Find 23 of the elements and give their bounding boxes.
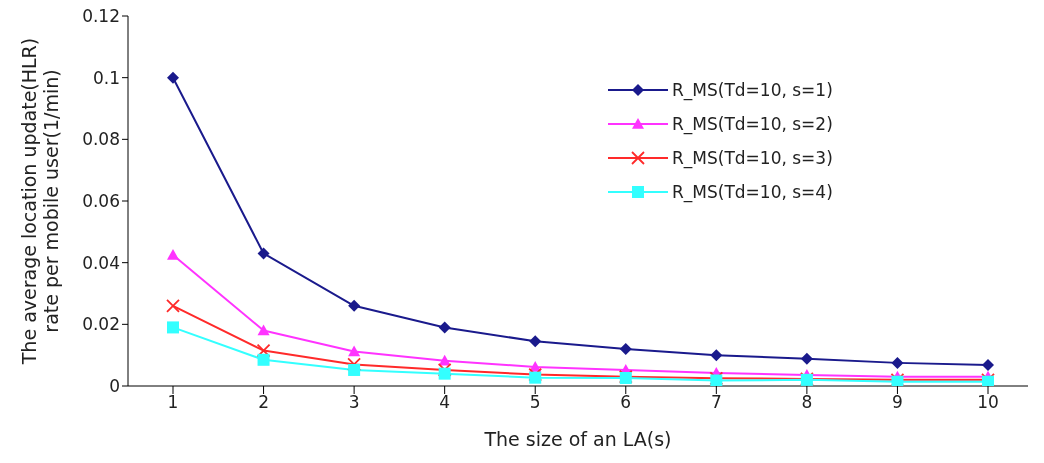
x-tick-label: 4	[439, 392, 451, 413]
legend-label: R_MS(Td=10, s=2)	[672, 114, 833, 134]
x-tick-label: 3	[348, 392, 360, 413]
legend-label: R_MS(Td=10, s=4)	[672, 182, 833, 202]
x-tick-label: 5	[529, 392, 541, 413]
y-tick-label: 0.08	[82, 129, 120, 150]
y-tick-label: 0.04	[82, 252, 120, 273]
y-axis-title: The average location update(HLR) rate per mobile user(1/min)	[18, 37, 62, 366]
x-tick-label: 6	[620, 392, 632, 413]
x-axis-title: The size of an LA(s)	[483, 428, 672, 450]
x-tick-label: 7	[710, 392, 722, 413]
x-tick-label: 2	[258, 392, 269, 413]
x-tick-label: 8	[801, 392, 813, 413]
x-tick-label: 1	[167, 392, 179, 413]
y-tick-label: 0.02	[82, 314, 120, 335]
x-tick-label: 9	[892, 392, 903, 413]
y-tick-label: 0.12	[82, 6, 120, 27]
y-tick-label: 0	[109, 376, 120, 397]
legend-label: R_MS(Td=10, s=1)	[672, 80, 833, 100]
x-tick-label: 10	[977, 392, 999, 413]
legend-label: R_MS(Td=10, s=3)	[672, 148, 833, 168]
y-tick-label: 0.06	[82, 191, 120, 212]
y-tick-label: 0.1	[92, 67, 120, 88]
